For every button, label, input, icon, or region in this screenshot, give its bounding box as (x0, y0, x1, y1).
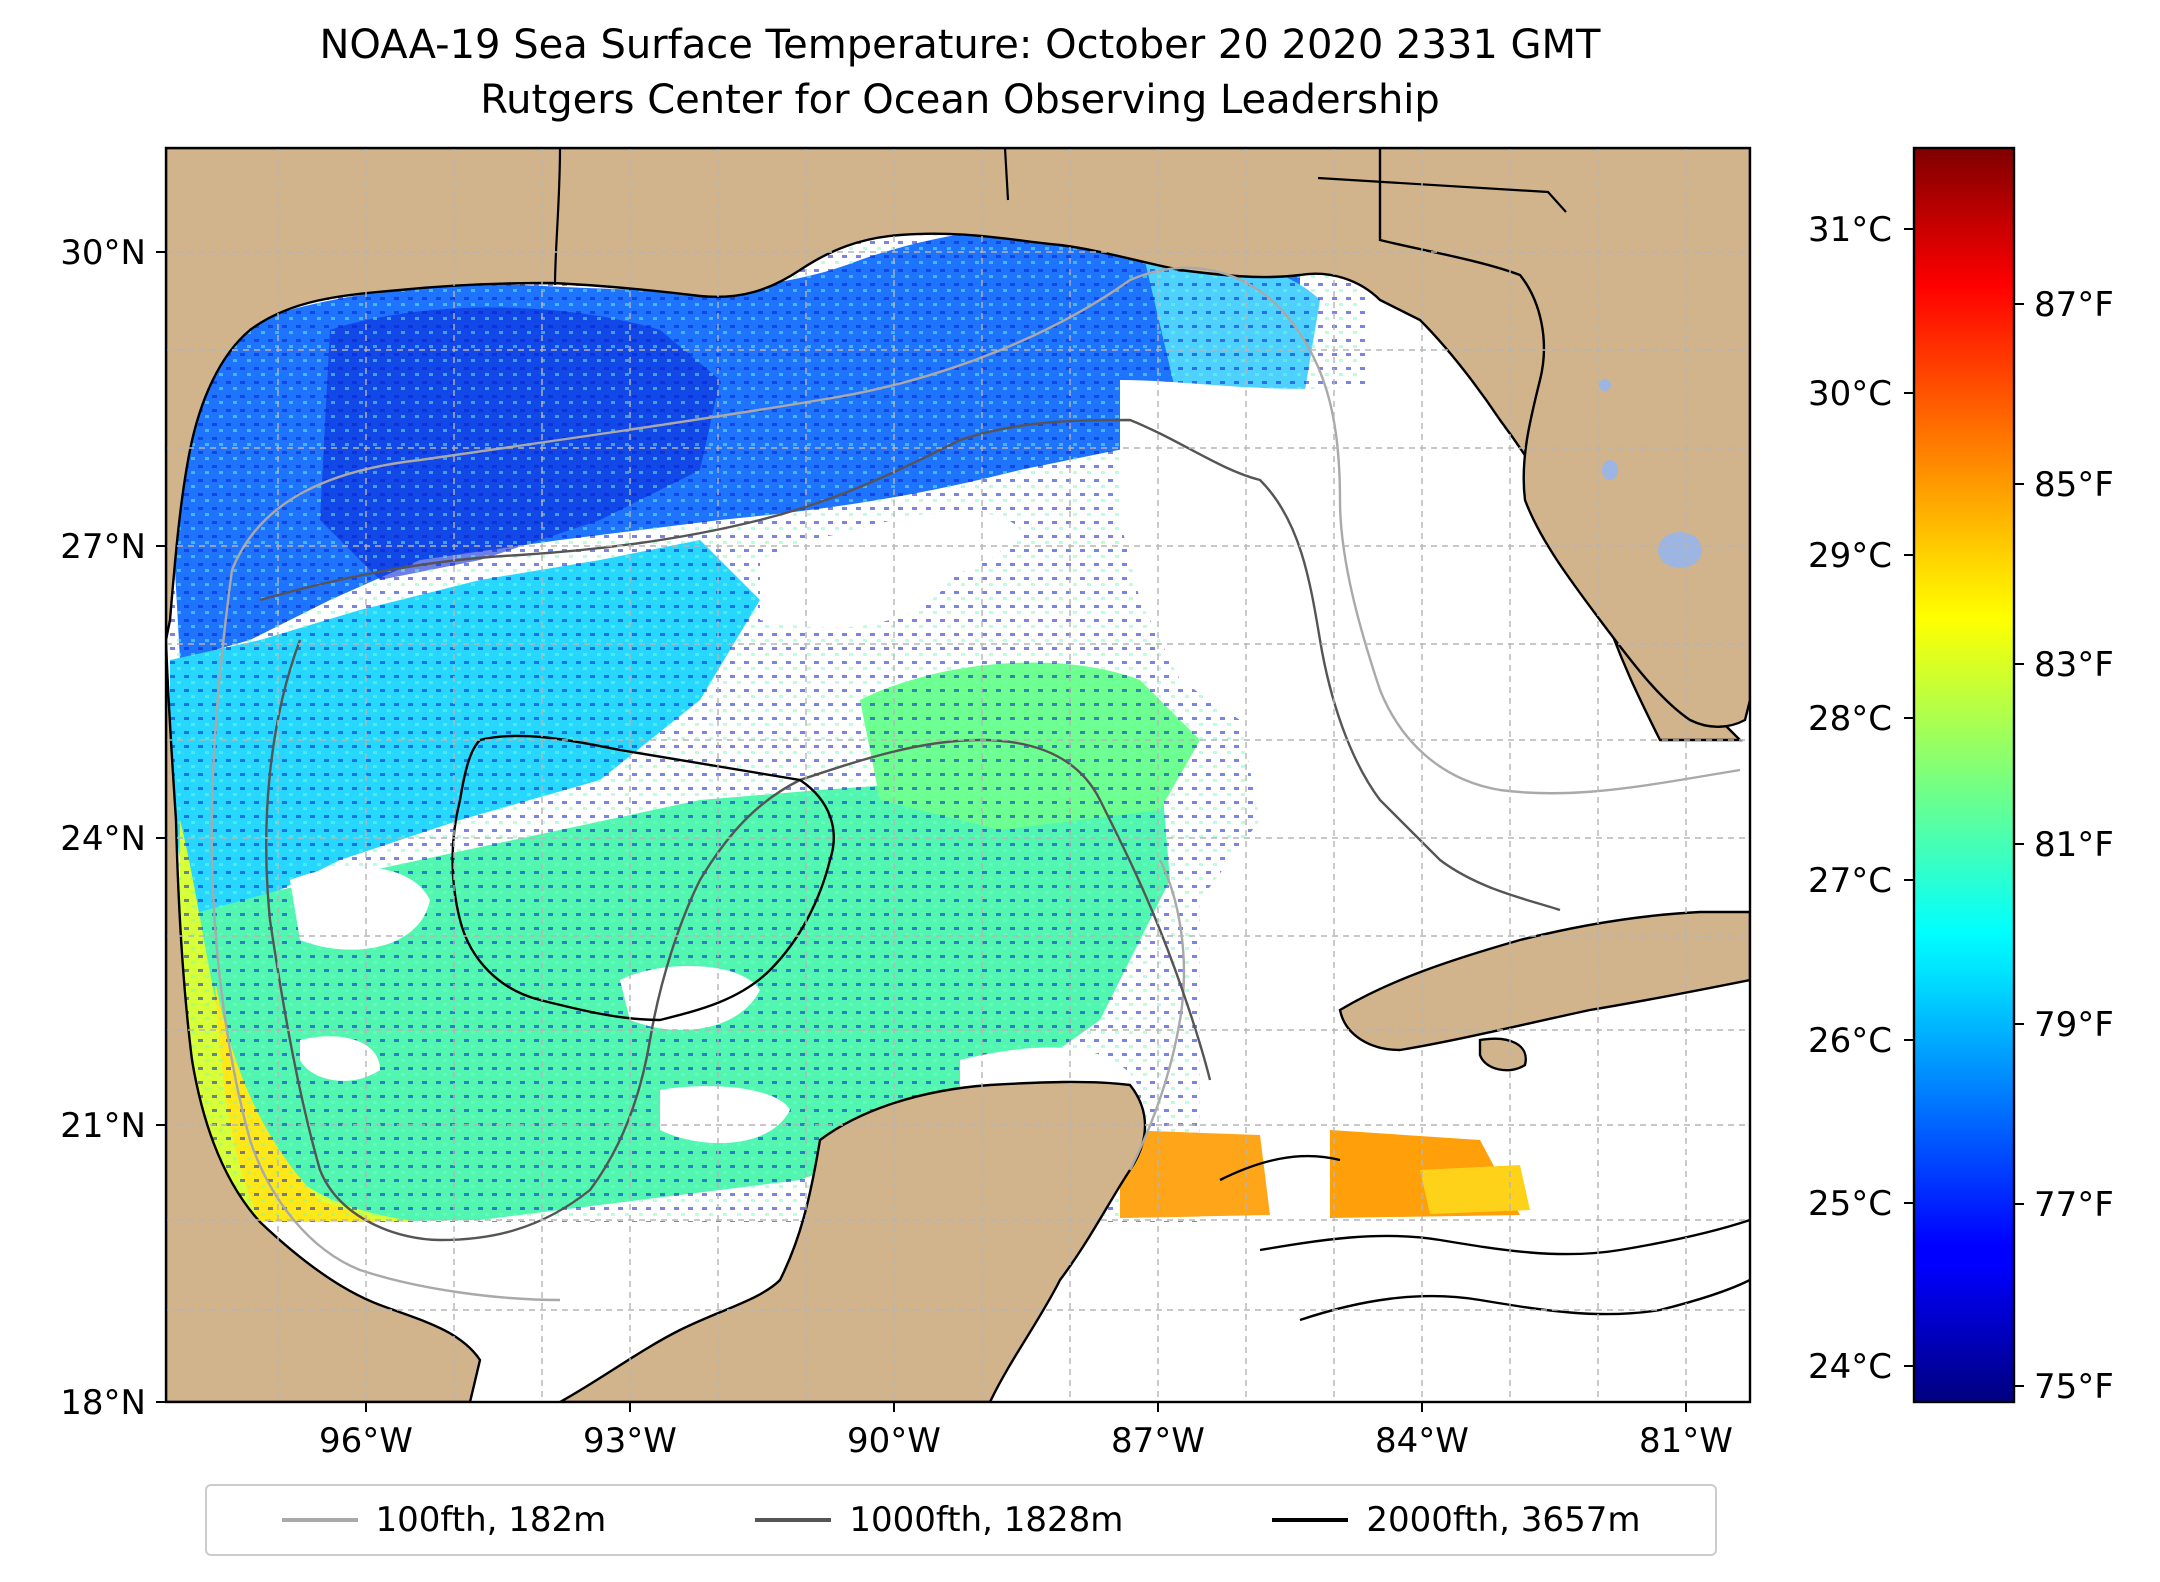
colorbar-fahrenheit-label: 77°F (2034, 1185, 2114, 1225)
lon-label: 84°W (1375, 1421, 1469, 1461)
lakes (1599, 379, 1702, 568)
colorbar-celsius-label: 26°C (1808, 1021, 1892, 1061)
colorbar-fahrenheit-label: 75°F (2034, 1367, 2114, 1407)
isobath-legend: 100fth, 182m 1000fth, 1828m 2000fth, 365… (205, 1484, 1717, 1556)
borders (553, 148, 1567, 286)
lat-label: 27°N (60, 527, 146, 567)
land-layer (166, 148, 1750, 1402)
legend-item-1000fth: 1000fth, 1828m (755, 1500, 1123, 1540)
lat-label: 21°N (60, 1106, 146, 1146)
legend-line-icon (1272, 1518, 1349, 1522)
colorbar: 31°C 30°C 29°C 28°C 27°C 26°C 25°C 24°C … (1808, 146, 2114, 1407)
colorbar-celsius-label: 27°C (1808, 861, 1892, 901)
colorbar-celsius-label: 28°C (1808, 699, 1892, 739)
legend-line-icon (281, 1518, 358, 1522)
colorbar-gradient (1912, 146, 2016, 1404)
lon-label: 90°W (847, 1421, 941, 1461)
colorbar-celsius-label: 29°C (1808, 536, 1892, 576)
colorbar-fahrenheit-label: 85°F (2034, 465, 2114, 505)
colorbar-fahrenheit-label: 81°F (2034, 825, 2114, 865)
legend-item-100fth: 100fth, 182m (281, 1500, 607, 1540)
legend-label: 1000fth, 1828m (849, 1500, 1124, 1540)
map-subtitle: Rutgers Center for Ocean Observing Leade… (480, 77, 1440, 123)
colorbar-fahrenheit-label: 79°F (2034, 1005, 2114, 1045)
map-frame (164, 146, 1752, 1404)
axis-ticks (156, 251, 1687, 1412)
colorbar-fahrenheit-label: 83°F (2034, 645, 2114, 685)
legend-label: 100fth, 182m (375, 1500, 607, 1540)
lat-label: 30°N (60, 233, 146, 273)
lat-label: 24°N (60, 819, 146, 859)
lon-label: 87°W (1111, 1421, 1205, 1461)
legend-line-icon (755, 1518, 832, 1522)
longitude-labels: 96°W 93°W 90°W 87°W 84°W 81°W (319, 1421, 1733, 1461)
lon-label: 93°W (583, 1421, 677, 1461)
colorbar-celsius-label: 31°C (1808, 210, 1892, 250)
isobath-100fth (210, 266, 1741, 1302)
legend-item-2000fth: 2000fth, 3657m (1272, 1500, 1640, 1540)
lat-label: 18°N (60, 1383, 146, 1423)
map-area (166, 148, 1750, 1402)
lon-label: 81°W (1639, 1421, 1733, 1461)
colorbar-celsius-label: 24°C (1808, 1347, 1892, 1387)
isobath-1000fth (259, 418, 1561, 1242)
colorbar-celsius-label: 30°C (1808, 374, 1892, 414)
colorbar-celsius-label: 25°C (1808, 1184, 1892, 1224)
lon-label: 96°W (319, 1421, 413, 1461)
gridlines (166, 148, 1750, 1402)
colorbar-fahrenheit-label: 87°F (2034, 285, 2114, 325)
latitude-labels: 30°N 27°N 24°N 21°N 18°N (60, 233, 146, 1423)
map-title: NOAA-19 Sea Surface Temperature: October… (319, 22, 1601, 68)
legend-label: 2000fth, 3657m (1366, 1500, 1641, 1540)
